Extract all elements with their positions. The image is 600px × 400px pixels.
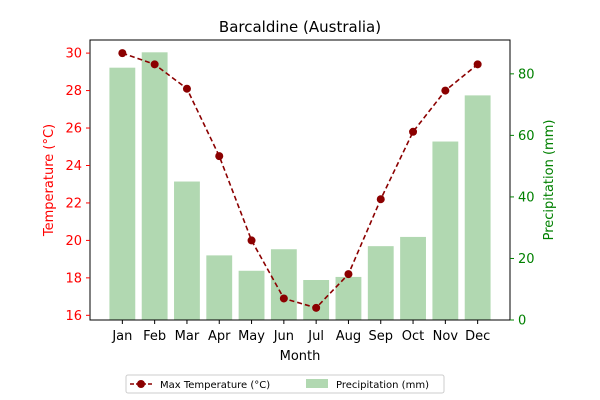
y-right-tick-label-0: 0 (518, 314, 526, 329)
temp-point-jun (279, 294, 288, 303)
temp-point-oct (409, 127, 418, 136)
temp-point-mar (182, 84, 191, 93)
precip-bar-apr (206, 255, 233, 320)
temp-point-jan (118, 49, 127, 58)
x-tick-label-oct: Oct (402, 329, 424, 344)
x-axis: Jan Feb Mar Apr May Jun Jul Aug Sep Oct Nov Dec (111, 320, 490, 344)
x-tick-label-feb: Feb (143, 329, 166, 344)
temp-point-jul (312, 303, 321, 312)
x-tick-label-jul: Jul (307, 329, 324, 344)
y-left-tick-label-26: 26 (65, 122, 82, 137)
y-axis-left-label: Temperature (°C) (42, 124, 57, 237)
precip-bar-jun (270, 249, 297, 320)
precip-bar-jan (109, 67, 136, 320)
temp-point-sep (376, 195, 385, 204)
temp-point-feb (150, 60, 159, 69)
legend-bar-swatch (306, 379, 328, 388)
y-axis-right-label: Precipitation (mm) (542, 120, 557, 241)
temp-point-nov (441, 86, 450, 95)
y-left-tick-label-22: 22 (65, 196, 82, 211)
legend-label-precipitation: Precipitation (mm) (336, 380, 429, 391)
x-tick-label-may: May (238, 329, 265, 344)
y-left-tick-label-20: 20 (65, 234, 82, 249)
x-tick-label-jun: Jun (273, 329, 294, 344)
precip-bar-aug (335, 276, 362, 320)
plot-frame (89, 39, 511, 321)
y-right-tick-label-80: 80 (518, 67, 535, 82)
precipitation-bars (109, 52, 491, 321)
precip-bar-oct (400, 236, 426, 320)
x-tick-label-dec: Dec (465, 329, 490, 344)
precip-bar-dec (464, 95, 491, 320)
y-right-tick-label-40: 40 (518, 190, 535, 205)
precip-bar-feb (141, 52, 168, 321)
precip-bar-sep (367, 246, 394, 320)
x-tick-label-apr: Apr (208, 329, 231, 344)
y-left-tick-label-28: 28 (65, 84, 82, 99)
legend-marker-swatch (137, 380, 145, 388)
temp-point-may (247, 236, 256, 245)
x-tick-label-nov: Nov (433, 329, 459, 344)
y-left-tick-label-30: 30 (65, 47, 82, 62)
temperature-line-path (122, 52, 479, 309)
legend: Max Temperature (°C) Precipitation (mm) (125, 374, 445, 394)
temp-point-apr (215, 152, 224, 161)
temp-point-dec (473, 60, 482, 69)
y-right-tick-label-20: 20 (518, 252, 535, 267)
legend-box (125, 374, 445, 394)
temp-point-aug (344, 270, 353, 279)
y-axis-left: 16 18 20 22 24 26 28 30 (65, 47, 90, 324)
x-tick-label-mar: Mar (175, 329, 200, 344)
legend-label-temperature: Max Temperature (°C) (160, 380, 270, 391)
x-tick-label-jan: Jan (111, 329, 132, 344)
precip-bar-mar (174, 181, 200, 320)
x-axis-label: Month (280, 349, 321, 364)
temperature-line (118, 49, 482, 312)
y-left-tick-label-24: 24 (65, 159, 82, 174)
y-axis-right: 0 20 40 60 80 (510, 67, 535, 329)
precip-bar-jul (303, 280, 330, 320)
precip-bar-may (238, 270, 265, 320)
x-tick-label-sep: Sep (368, 329, 393, 344)
precip-bar-nov (432, 141, 459, 320)
y-left-tick-label-18: 18 (65, 271, 82, 286)
y-right-tick-label-60: 60 (518, 129, 535, 144)
chart-title: Barcaldine (Australia) (219, 18, 381, 36)
x-tick-label-aug: Aug (336, 329, 361, 344)
y-left-tick-label-16: 16 (65, 309, 82, 324)
